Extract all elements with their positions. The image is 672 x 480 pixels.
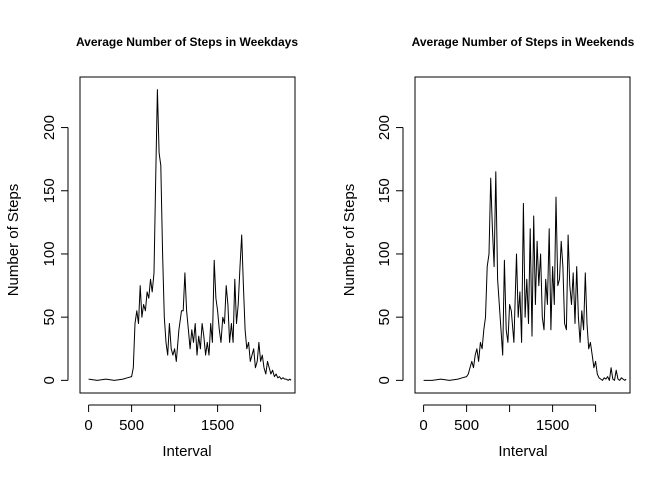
weekdays-y-tick-label: 100 xyxy=(41,241,58,266)
weekdays-y-tick-label: 200 xyxy=(41,115,58,140)
weekends-x-tick-label: 0 xyxy=(419,417,427,434)
weekdays-y-tick-label: 50 xyxy=(41,309,58,326)
weekdays-x-tick-label: 1500 xyxy=(201,417,234,434)
weekdays-x-tick-label: 0 xyxy=(84,417,92,434)
weekends-y-tick-label: 200 xyxy=(376,115,393,140)
weekends-y-tick-label: 50 xyxy=(376,309,393,326)
weekends-x-axis-label: Interval xyxy=(498,443,547,460)
weekdays-x-tick-label: 500 xyxy=(119,417,144,434)
weekends-y-tick-label: 100 xyxy=(376,241,393,266)
weekends-steps-line xyxy=(423,171,627,381)
weekdays-steps-line xyxy=(88,89,292,381)
weekends-x-tick-label: 1500 xyxy=(536,417,569,434)
weekends-chart-title: Average Number of Steps in Weekends xyxy=(412,35,635,49)
weekends-y-axis-label: Number of Steps xyxy=(341,184,358,297)
weekdays-y-axis-label: Number of Steps xyxy=(5,184,22,297)
weekends-plot-frame xyxy=(414,76,631,394)
weekends-y-tick-label: 0 xyxy=(376,376,393,384)
weekdays-y-tick-label: 0 xyxy=(41,376,58,384)
weekdays-plot-frame xyxy=(79,76,296,394)
weekends-panel: Average Number of Steps in Weekends 0 50 10… xyxy=(341,35,635,460)
weekends-x-tick-label: 500 xyxy=(454,417,479,434)
weekdays-x-axis-label: Interval xyxy=(162,443,211,460)
weekdays-y-tick-label: 150 xyxy=(41,178,58,203)
weekdays-panel: Average Number of Steps in Weekdays 0 50 10… xyxy=(5,35,298,460)
weekdays-chart-title: Average Number of Steps in Weekdays xyxy=(76,35,298,49)
weekends-y-tick-label: 150 xyxy=(376,178,393,203)
